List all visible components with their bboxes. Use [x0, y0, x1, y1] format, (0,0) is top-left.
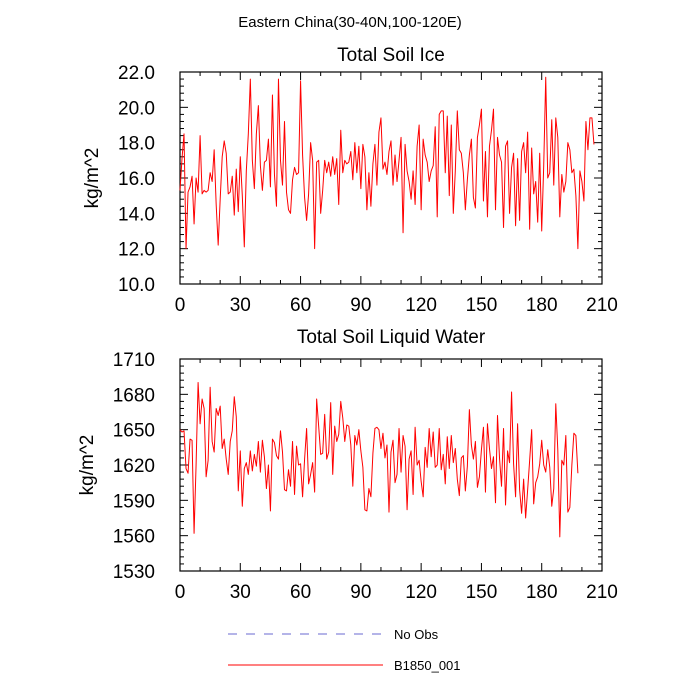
legend-label-no-obs: No Obs [394, 627, 439, 642]
x-tick-label: 210 [586, 582, 618, 603]
x-tick-label: 0 [175, 582, 186, 603]
x-tick-label: 120 [405, 295, 437, 316]
x-tick-label: 180 [526, 295, 558, 316]
y-tick-label: 1530 [113, 562, 155, 583]
panel-total-soil-liquid-water: Total Soil Liquid Water kg/m^2 0 30 60 90 120 1… [77, 327, 618, 603]
chart-title-soil-liquid-water: Total Soil Liquid Water [297, 327, 486, 348]
y-tick-label: 1590 [113, 491, 155, 512]
chart-title-soil-ice: Total Soil Ice [337, 45, 445, 66]
y-axis-label-soil-ice: kg/m^2 [82, 148, 103, 209]
legend: No Obs B1850_001 [228, 627, 461, 673]
y-tick-label: 18.0 [118, 134, 155, 155]
y-tick-label: 1710 [113, 350, 155, 371]
figure-title: Eastern China(30-40N,100-120E) [238, 14, 461, 31]
x-tick-label: 90 [350, 582, 371, 603]
x-tick-label: 210 [586, 295, 618, 316]
x-tick-label: 60 [290, 295, 311, 316]
x-tick-label: 30 [230, 582, 251, 603]
y-tick-label: 1680 [113, 385, 155, 406]
y-tick-label: 14.0 [118, 204, 155, 225]
series-line-soil-liquid-water [179, 382, 579, 538]
y-tick-label: 10.0 [118, 275, 155, 296]
x-tick-label: 90 [350, 295, 371, 316]
y-tick-label: 22.0 [118, 63, 155, 84]
x-tick-label: 30 [230, 295, 251, 316]
y-tick-label: 12.0 [118, 240, 155, 261]
y-axis-label-soil-liquid-water: kg/m^2 [77, 435, 98, 496]
x-tick-label: 150 [466, 582, 498, 603]
panel-total-soil-ice: Total Soil Ice kg/m^2 0 30 60 90 120 150 180 210 1… [82, 45, 618, 316]
series-line-soil-ice [179, 76, 595, 250]
y-tick-label: 16.0 [118, 169, 155, 190]
y-tick-label: 20.0 [118, 98, 155, 119]
x-tick-label: 180 [526, 582, 558, 603]
x-tick-label: 0 [175, 295, 186, 316]
y-tick-label: 1620 [113, 456, 155, 477]
x-tick-label: 120 [405, 582, 437, 603]
y-tick-label: 1650 [113, 421, 155, 442]
x-tick-label: 60 [290, 582, 311, 603]
y-tick-label: 1560 [113, 527, 155, 548]
legend-label-b1850-001: B1850_001 [394, 658, 461, 673]
x-tick-label: 150 [466, 295, 498, 316]
